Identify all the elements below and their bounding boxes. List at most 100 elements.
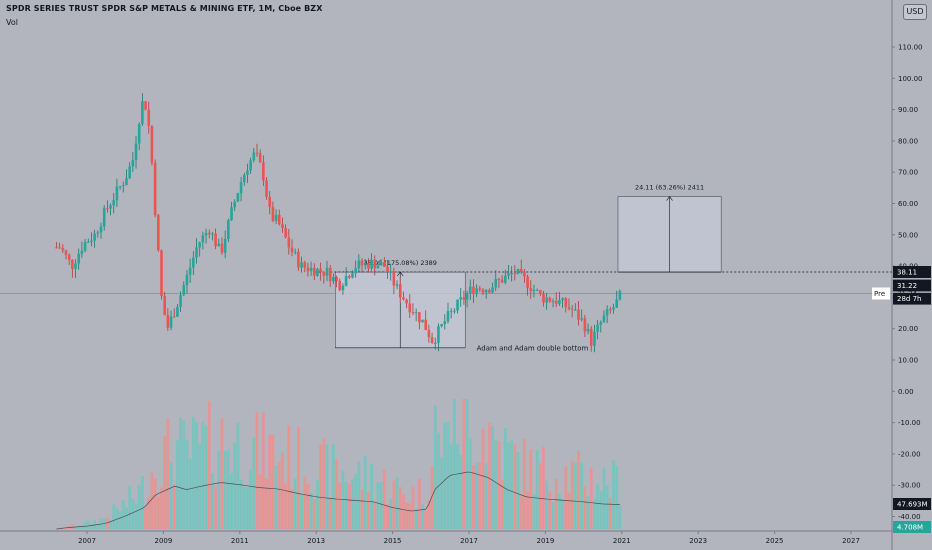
- candle-body: [577, 309, 580, 320]
- volume-bar: [217, 451, 221, 529]
- candle-body: [223, 238, 227, 253]
- time-tick-label: 2019: [536, 537, 554, 545]
- volume-bar: [551, 502, 555, 529]
- candle-body: [440, 324, 443, 327]
- candle-body: [570, 308, 574, 310]
- volume-bar: [580, 462, 584, 529]
- candle-body: [309, 267, 313, 272]
- candle-body: [618, 290, 622, 300]
- countdown-tag-bg: [893, 292, 931, 305]
- volume-bar: [121, 500, 125, 529]
- volume-bar: [322, 438, 326, 529]
- volume-bar: [172, 484, 176, 529]
- volume-bar: [191, 416, 195, 529]
- candle-body: [433, 342, 437, 344]
- candle-body: [258, 153, 262, 163]
- volume-bar: [405, 502, 409, 529]
- volume-bar: [96, 524, 100, 529]
- candle-body: [376, 265, 380, 269]
- candle-body: [265, 180, 268, 197]
- volume-bar: [83, 522, 87, 529]
- candle-body: [102, 208, 106, 227]
- candle-body: [453, 310, 456, 312]
- candle-body: [169, 316, 173, 328]
- volume-bar: [417, 478, 421, 529]
- volume-bar: [481, 429, 485, 529]
- candle-body: [74, 263, 77, 269]
- time-tick-label: 2007: [78, 537, 96, 545]
- volume-last-tag: 4.708M: [897, 524, 923, 532]
- candle-body: [230, 207, 233, 221]
- volume-bar: [144, 507, 147, 529]
- candle-body: [408, 303, 412, 313]
- volume-bar: [140, 476, 144, 529]
- candle-body: [437, 326, 440, 343]
- volume-bar: [112, 504, 116, 529]
- candle-body: [233, 201, 237, 208]
- candle-body: [185, 274, 189, 286]
- candle-body: [456, 299, 459, 311]
- volume-bar: [593, 498, 596, 529]
- candle-body: [523, 271, 526, 277]
- volume-bar: [290, 489, 294, 529]
- volume-bar: [125, 507, 128, 529]
- volume-bar: [109, 520, 112, 529]
- candle-body: [529, 288, 533, 292]
- candle-body: [207, 232, 211, 235]
- volume-bar: [195, 421, 198, 529]
- volume-bar: [169, 461, 173, 529]
- price-tick-label: 10.00: [898, 357, 918, 365]
- volume-bar: [134, 503, 138, 529]
- volume-bar: [373, 501, 377, 529]
- candle-body: [214, 233, 217, 247]
- volume-bar: [427, 500, 431, 529]
- time-tick-label: 2023: [689, 537, 707, 545]
- volume-bar: [376, 482, 380, 529]
- volume-ma-tag-bg: [893, 498, 931, 510]
- symbol-title[interactable]: SPDR SERIES TRUST SPDR S&P METALS & MINI…: [6, 4, 323, 13]
- volume-bar: [605, 485, 609, 529]
- volume-bar: [176, 440, 179, 529]
- resistance-price-tag: 38.11: [897, 269, 917, 277]
- candle-body: [217, 243, 221, 247]
- volume-bar: [500, 479, 504, 529]
- volume-bar: [446, 422, 450, 529]
- volume-bar: [351, 479, 354, 529]
- candle-body: [153, 162, 157, 216]
- volume-bar: [319, 444, 323, 529]
- volume-bar: [309, 492, 313, 529]
- volume-bar: [236, 422, 240, 529]
- volume-bar: [198, 443, 202, 529]
- candle-body: [195, 247, 198, 258]
- volume-bar: [128, 486, 132, 529]
- time-tick-label: 2013: [307, 537, 325, 545]
- volume-bar: [331, 444, 335, 529]
- candle-body: [593, 331, 596, 346]
- candle-body: [303, 262, 307, 268]
- candle-body: [176, 306, 179, 317]
- volume-bar: [449, 443, 453, 529]
- candle-body: [188, 267, 192, 275]
- candle-body: [503, 275, 507, 283]
- volume-bar: [577, 450, 580, 529]
- candle-body: [370, 259, 373, 269]
- price-tick-label: 100.00: [898, 75, 923, 83]
- volume-bar: [503, 428, 507, 529]
- time-tick-label: 2011: [231, 537, 249, 545]
- volume-bar: [602, 467, 606, 529]
- volume-bar: [452, 399, 456, 529]
- candle-body: [558, 300, 561, 304]
- candle-body: [287, 237, 291, 248]
- volume-bar: [516, 452, 520, 529]
- price-tick-label: 60.00: [898, 200, 918, 208]
- volume-bar: [284, 483, 288, 529]
- price-tick-label: 20.00: [898, 325, 918, 333]
- volume-bar: [491, 426, 494, 529]
- currency-button[interactable]: USD: [903, 4, 927, 20]
- candle-body: [179, 295, 182, 307]
- price-tick-label: 50.00: [898, 231, 918, 239]
- volume-bar: [583, 486, 587, 529]
- candle-body: [201, 235, 205, 243]
